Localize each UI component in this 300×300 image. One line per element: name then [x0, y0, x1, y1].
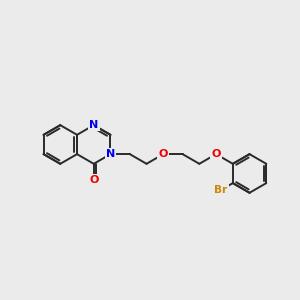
- Text: N: N: [89, 120, 98, 130]
- Text: O: O: [212, 149, 221, 159]
- Text: O: O: [89, 175, 98, 185]
- Text: N: N: [106, 149, 115, 159]
- Text: O: O: [159, 149, 168, 159]
- Text: Br: Br: [214, 185, 227, 195]
